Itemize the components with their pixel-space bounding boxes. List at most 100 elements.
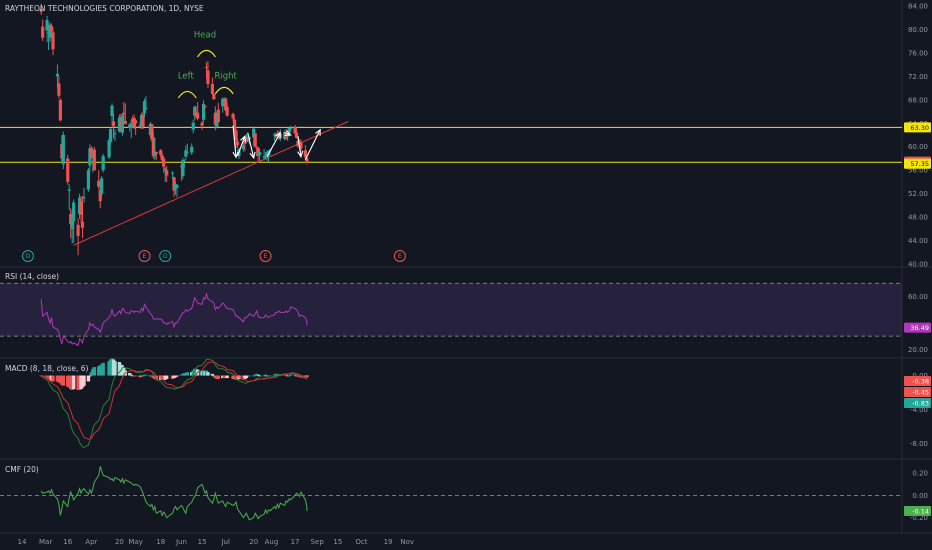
candle-body — [123, 120, 127, 124]
event-marker-letter: E — [143, 253, 147, 260]
candle-body — [287, 127, 291, 134]
macd-histogram-bar — [129, 374, 133, 376]
macd-current-badge-text: -0.45 — [912, 388, 929, 396]
candle-body — [231, 113, 235, 119]
event-marker — [21, 250, 34, 262]
price-tick-label: 68.00 — [908, 96, 928, 104]
macd-histogram-bar — [293, 374, 297, 376]
macd-histogram-bar — [268, 375, 272, 377]
candle-body — [111, 121, 116, 127]
macd-histogram-bar — [82, 375, 86, 386]
rsi-tick-label: 60.00 — [908, 293, 928, 301]
price-tick-label: 52.00 — [908, 190, 928, 198]
candle-body — [98, 190, 102, 202]
candle-body — [204, 66, 209, 68]
candle-body — [210, 83, 215, 94]
event-marker-letter: E — [264, 253, 268, 260]
arrow-head — [284, 130, 292, 136]
price-tick-label: 76.00 — [908, 49, 928, 57]
pattern-arc — [177, 90, 197, 99]
price-tick-label: 80.00 — [908, 26, 928, 34]
price-tick-label: 48.00 — [908, 214, 928, 222]
candle-body — [66, 158, 70, 182]
macd-current-badge — [904, 376, 931, 386]
cmf-tick-label: 0.00 — [912, 492, 928, 500]
x-tick-label: 17 — [291, 538, 300, 546]
pattern-label: Right — [214, 72, 237, 82]
candle-body — [225, 106, 229, 116]
macd-histogram-bar — [216, 375, 221, 379]
macd-histogram-bar — [164, 375, 169, 379]
x-tick-label: 16 — [63, 538, 72, 546]
event-marker — [259, 250, 272, 262]
candle-body — [201, 103, 206, 120]
candle-body — [294, 132, 299, 138]
macd-histogram-bar — [210, 373, 215, 376]
candle-body — [48, 24, 52, 38]
cmf-current-badge — [904, 505, 931, 516]
macd-line — [40, 358, 308, 449]
candle-body — [57, 83, 61, 96]
rsi-band — [0, 283, 902, 337]
macd-histogram-bar — [144, 374, 148, 376]
candle-body — [289, 127, 293, 130]
candle-body — [101, 156, 105, 171]
candle-body — [110, 105, 114, 117]
x-tick-label: Apr — [85, 538, 97, 546]
candle-body — [153, 153, 157, 157]
macd-histogram-bar — [299, 375, 303, 378]
candle-body — [234, 130, 238, 141]
macd-histogram-bar — [92, 367, 97, 376]
macd-histogram-bar — [154, 375, 159, 380]
candle-body — [253, 133, 257, 147]
candle-body — [142, 100, 147, 114]
macd-histogram-bar — [86, 375, 91, 382]
rsi-line — [40, 291, 308, 347]
candle-body — [193, 106, 197, 116]
candle-body — [203, 105, 207, 107]
candle-body — [286, 135, 290, 137]
candle-body — [41, 26, 45, 38]
event-marker — [159, 250, 172, 262]
candle-body — [296, 140, 300, 147]
arrow-shaft — [297, 136, 302, 157]
price-tick-label: 72.00 — [908, 73, 928, 81]
macd-histogram-bar — [262, 375, 266, 377]
event-marker-letter: D — [163, 253, 168, 260]
macd-histogram-bar — [173, 375, 178, 378]
macd-histogram-bar — [133, 375, 138, 377]
candle-body — [58, 99, 62, 121]
candle-body — [232, 119, 237, 132]
macd-histogram-bar — [257, 375, 262, 377]
candle-body — [108, 129, 113, 143]
candle-body — [212, 93, 216, 100]
candle-body — [196, 112, 200, 119]
cmf-current-badge-text: -0.14 — [912, 507, 929, 515]
macd-histogram-bar — [247, 375, 252, 377]
macd-current-badge-text: -0.83 — [912, 399, 929, 407]
candle-body — [162, 158, 166, 167]
candle-body — [172, 177, 176, 191]
candle-body — [224, 98, 228, 111]
candle-body — [51, 32, 55, 50]
rsi-tick-label: 20.00 — [908, 346, 928, 354]
arrow-shaft — [304, 129, 321, 160]
candle-body — [235, 141, 240, 145]
candle-body — [100, 178, 104, 194]
candle-body — [200, 122, 204, 126]
cmf-line — [40, 466, 308, 521]
macd-tick-label: -8.00 — [910, 440, 928, 448]
event-marker-letter: D — [26, 253, 31, 260]
x-tick-label: May — [128, 538, 142, 546]
candle-body — [299, 142, 303, 149]
candle-body — [144, 108, 148, 110]
candle-body — [82, 197, 86, 199]
candle-body — [266, 150, 271, 155]
x-tick-label: Oct — [355, 538, 367, 546]
pattern-label: Head — [194, 31, 216, 41]
candle-body — [39, 8, 43, 12]
level-badge-text: 63.30 — [910, 124, 929, 132]
